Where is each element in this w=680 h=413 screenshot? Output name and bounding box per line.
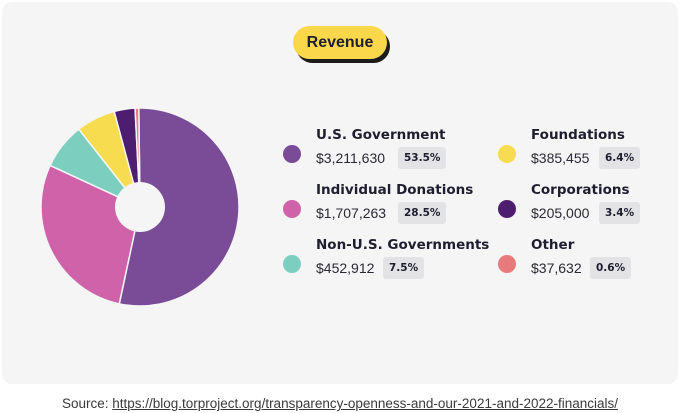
legend-percent-badge: 7.5%: [383, 257, 425, 279]
donut-hole: [115, 182, 165, 232]
legend-amount: $3,211,630: [316, 150, 386, 166]
pie-slice-u-s-government: [118, 107, 240, 307]
legend-amount: $385,455: [531, 150, 590, 166]
revenue-title-pill: Revenue: [293, 26, 390, 63]
legend-percent-badge: 28.5%: [398, 202, 447, 224]
legend-amount: $452,912: [316, 260, 375, 276]
legend-amount: $1,707,263: [316, 205, 387, 221]
legend-percent-badge: 3.4%: [599, 202, 641, 224]
legend-name: Foundations: [531, 127, 625, 143]
source-link[interactable]: https://blog.torproject.org/transparency…: [112, 396, 619, 411]
legend-name: U.S. Government: [316, 127, 446, 143]
legend-swatch: [498, 255, 516, 273]
legend-swatch: [283, 145, 301, 163]
legend-name: Corporations: [531, 182, 630, 198]
legend-name: Individual Donations: [316, 182, 474, 198]
legend-swatch: [498, 200, 516, 218]
legend-amount: $37,632: [531, 260, 582, 276]
legend-swatch: [498, 145, 516, 163]
legend-percent-badge: 6.4%: [599, 147, 641, 169]
pie-slices: [40, 107, 240, 307]
legend-name: Non-U.S. Governments: [316, 237, 490, 253]
pie-slice-individual-donations: [40, 164, 141, 305]
legend-percent-badge: 0.6%: [590, 257, 632, 279]
source-prefix: Source:: [61, 396, 113, 411]
legend-swatch: [283, 200, 301, 218]
legend-percent-badge: 53.5%: [398, 147, 447, 169]
legend-swatch: [283, 255, 301, 273]
source-note: Source: https://blog.torproject.org/tran…: [0, 396, 680, 411]
pill-label: Revenue: [293, 26, 387, 59]
legend-amount: $205,000: [531, 205, 590, 221]
legend-name: Other: [531, 237, 575, 253]
